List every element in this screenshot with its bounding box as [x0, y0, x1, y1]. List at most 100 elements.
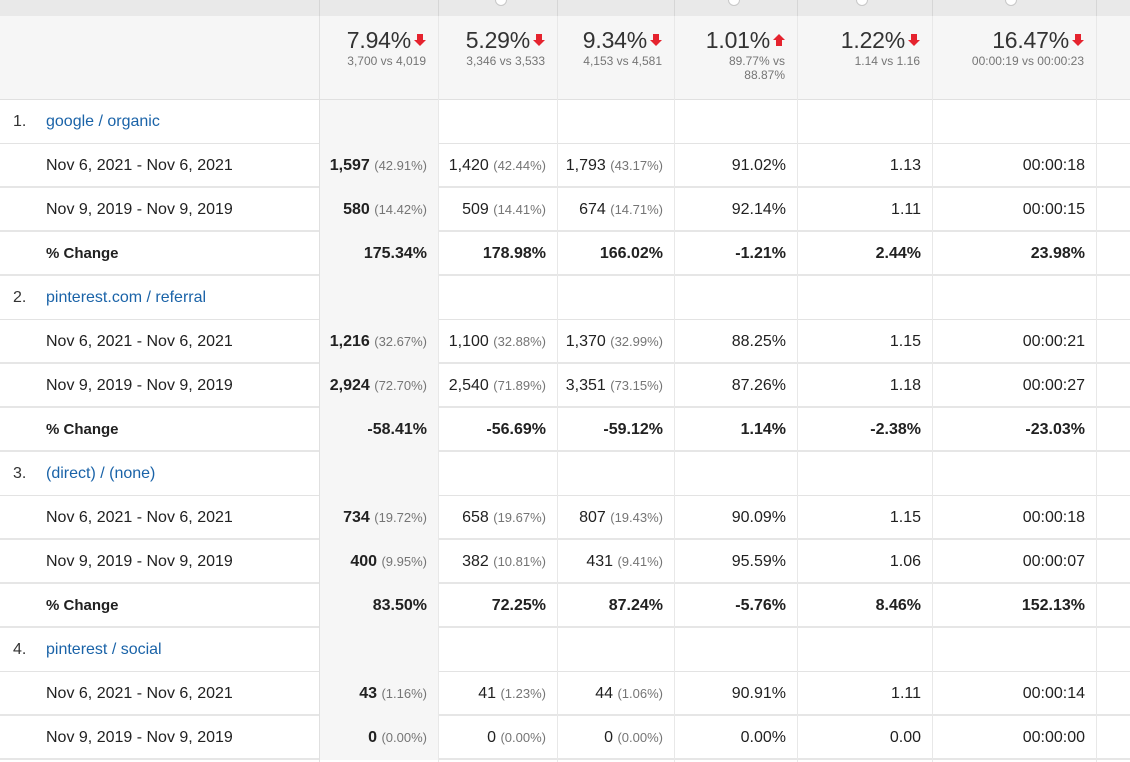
column-divider: [319, 0, 320, 16]
source-medium-link[interactable]: pinterest.com / referral: [46, 289, 207, 306]
metric-cell: -23.03%: [932, 408, 1085, 451]
metric-cell: 2,540 (71.89%): [438, 364, 546, 407]
metric-share: (1.16%): [381, 686, 427, 701]
group-cell-shade: [319, 276, 438, 320]
summary-comparison-cont: 88.87%: [744, 68, 785, 82]
date-range-row: Nov 9, 2019 - Nov 9, 2019 0 (0.00%) 0 (0.0…: [0, 716, 1130, 760]
metric-cell: 00:00:27: [932, 364, 1085, 407]
metric-value: -23.03%: [1025, 421, 1085, 438]
metric-value: 00:00:07: [1022, 553, 1085, 570]
metric-cell: 674 (14.71%): [557, 188, 663, 231]
metric-value: 152.13%: [1021, 597, 1085, 614]
date-range-label: Nov 9, 2019 - Nov 9, 2019: [46, 201, 233, 218]
summary-row: 7.94% 3,700 vs 4,019 5.29% 3,346 vs 3,533 9.…: [0, 16, 1130, 100]
column-resize-handle[interactable]: [728, 0, 740, 6]
source-medium-link[interactable]: (direct) / (none): [46, 465, 156, 482]
metric-share: (32.99%): [610, 334, 663, 349]
metric-value: 1,420: [448, 157, 489, 174]
grid-line: [438, 16, 439, 762]
metric-value: 0.00: [889, 729, 921, 746]
column-resize-handle[interactable]: [1005, 0, 1017, 6]
metric-value: -5.76%: [735, 597, 786, 614]
date-range-label: Nov 6, 2021 - Nov 6, 2021: [46, 685, 233, 702]
primary-metric-shade: [319, 584, 438, 628]
percent-change-row: % Change -58.41% -56.69% -59.12% 1.14% -2.38%…: [0, 408, 1130, 452]
summary-change-value: 9.34%: [557, 16, 662, 54]
metric-value: 1.13: [889, 157, 921, 174]
column-divider: [1096, 0, 1097, 16]
metric-value: 1.14%: [740, 421, 786, 438]
metric-cell: 658 (19.67%): [438, 496, 546, 539]
metric-cell: 734 (19.72%): [319, 496, 427, 539]
primary-metric-shade: [319, 364, 438, 408]
summary-percent: 7.94%: [346, 27, 411, 53]
metric-cell: 00:00:21: [932, 320, 1085, 363]
grid-line: [557, 16, 558, 762]
metric-cell: 00:00:18: [932, 496, 1085, 539]
date-range-row: Nov 6, 2021 - Nov 6, 2021 734 (19.72%) 658…: [0, 496, 1130, 540]
metric-cell: 1.06: [797, 540, 921, 583]
metric-value: 00:00:27: [1022, 377, 1085, 394]
summary-percent: 5.29%: [465, 27, 530, 53]
primary-metric-shade: [319, 188, 438, 232]
metric-cell: 1,793 (43.17%): [557, 144, 663, 187]
metric-cell: 90.91%: [674, 672, 786, 715]
metric-value: 00:00:15: [1022, 201, 1085, 218]
metric-value: 23.98%: [1030, 245, 1085, 262]
metric-value: 3,351: [565, 377, 606, 394]
primary-metric-shade: [319, 232, 438, 276]
metric-value: 1.11: [891, 201, 921, 218]
date-range-row: Nov 6, 2021 - Nov 6, 2021 43 (1.16%) 41 (1…: [0, 672, 1130, 716]
metric-cell: 0 (0.00%): [319, 716, 427, 759]
percent-change-row: % Change 83.50% 72.25% 87.24% -5.76% 8.46% 152…: [0, 584, 1130, 628]
metric-value: 72.25%: [491, 597, 546, 614]
metric-cell: 44 (1.06%): [557, 672, 663, 715]
metric-value: 1.18: [889, 377, 921, 394]
metric-value: 2.44%: [875, 245, 921, 262]
metric-value: 2,924: [329, 377, 370, 394]
metric-cell: 509 (14.41%): [438, 188, 546, 231]
metric-cell: 400 (9.95%): [319, 540, 427, 583]
metric-share: (43.17%): [610, 158, 663, 173]
metric-value: 1,597: [329, 157, 370, 174]
summary-percent: 1.01%: [705, 27, 770, 53]
metric-share: (14.42%): [374, 202, 427, 217]
metric-cell: 0 (0.00%): [438, 716, 546, 759]
metric-share: (0.00%): [381, 730, 427, 745]
source-medium-link[interactable]: google / organic: [46, 113, 160, 130]
summary-change-value: 1.22%: [797, 16, 920, 54]
group-row: 3. (direct) / (none): [0, 452, 1130, 496]
metric-cell: 1.13: [797, 144, 921, 187]
metric-cell: 87.26%: [674, 364, 786, 407]
metric-cell: 83.50%: [319, 584, 427, 627]
metric-value: 44: [595, 685, 614, 702]
metric-share: (42.91%): [374, 158, 427, 173]
metric-cell: 1.18: [797, 364, 921, 407]
metric-cell: 41 (1.23%): [438, 672, 546, 715]
source-medium-link[interactable]: pinterest / social: [46, 641, 162, 658]
metric-cell: 1.11: [797, 672, 921, 715]
summary-percent: 16.47%: [992, 27, 1069, 53]
metric-value: -1.21%: [735, 245, 786, 262]
metric-value: 2,540: [448, 377, 489, 394]
summary-comparison: 00:00:19 vs 00:00:23: [971, 54, 1084, 68]
metric-value: -59.12%: [603, 421, 663, 438]
summary-comparison: 3,346 vs 3,533: [466, 54, 545, 68]
column-resize-handle[interactable]: [495, 0, 507, 6]
primary-metric-shade: [319, 716, 438, 760]
date-range-row: Nov 9, 2019 - Nov 9, 2019 400 (9.95%) 382 …: [0, 540, 1130, 584]
metric-cell: 0.00: [797, 716, 921, 759]
summary-cell: 9.34% 4,153 vs 4,581: [557, 16, 674, 100]
metric-share: (9.95%): [381, 554, 427, 569]
metric-cell: 1,420 (42.44%): [438, 144, 546, 187]
column-resize-handle[interactable]: [856, 0, 868, 6]
metric-cell: 00:00:15: [932, 188, 1085, 231]
metric-value: 509: [462, 201, 489, 218]
summary-comparison: 89.77% vs: [728, 54, 785, 68]
metric-cell: 43 (1.16%): [319, 672, 427, 715]
metric-cell: 8.46%: [797, 584, 921, 627]
metric-cell: 00:00:00: [932, 716, 1085, 759]
metric-value: 43: [359, 685, 378, 702]
grid-line: [797, 16, 798, 762]
primary-metric-shade: [319, 672, 438, 716]
